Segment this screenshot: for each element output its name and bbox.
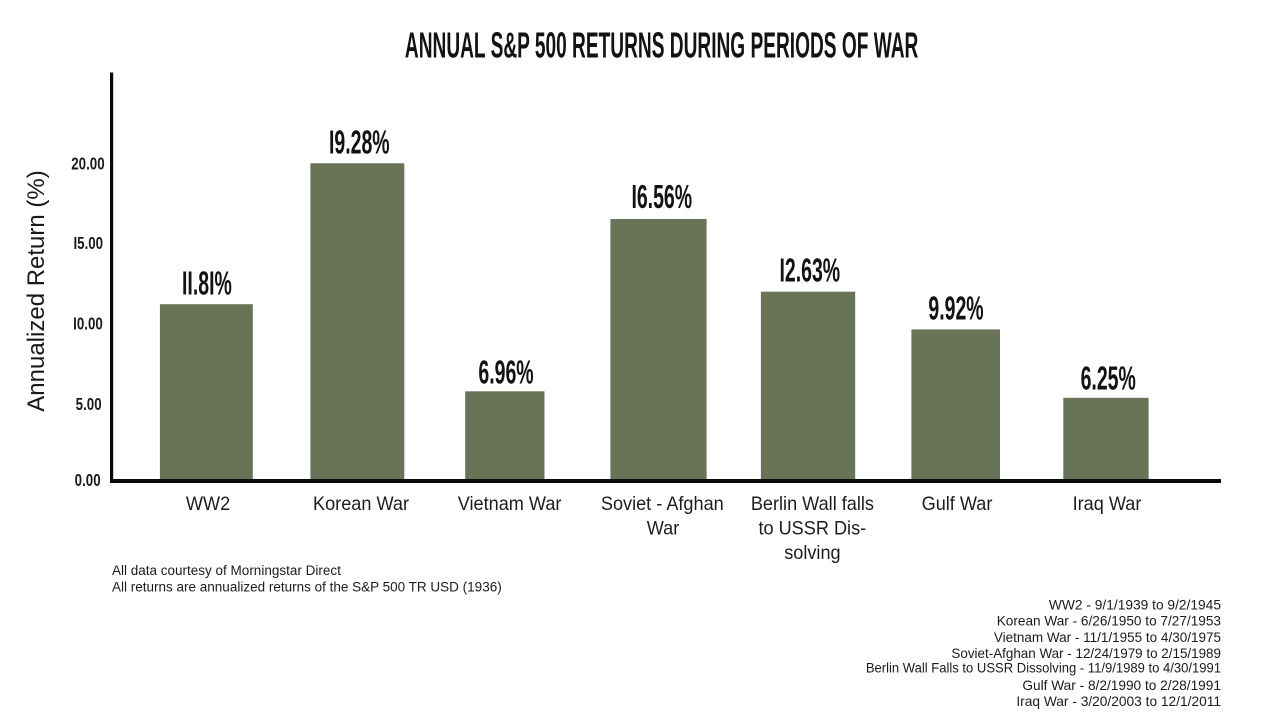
svg-text:War: War [647, 517, 680, 539]
svg-text:Soviet-Afghan War - 12/24/1979: Soviet-Afghan War - 12/24/1979 to 2/15/1… [951, 646, 1221, 661]
svg-text:Vietnam War - 11/1/1955 to 4/3: Vietnam War - 11/1/1955 to 4/30/1975 [994, 630, 1221, 645]
svg-text:I0.00: I0.00 [73, 315, 103, 334]
svg-text:9.92%: 9.92% [928, 289, 983, 327]
svg-text:0.00: 0.00 [75, 471, 101, 490]
svg-text:I6.56%: I6.56% [631, 177, 692, 215]
svg-text:Gulf War - 8/2/1990 to 2/28/19: Gulf War - 8/2/1990 to 2/28/1991 [1022, 678, 1221, 693]
svg-text:5.00: 5.00 [76, 395, 102, 414]
svg-text:Berlin Wall falls: Berlin Wall falls [751, 492, 874, 514]
svg-text:Soviet - Afghan: Soviet - Afghan [601, 492, 724, 514]
svg-text:ANNUAL S&P 500 RETURNS DURING: ANNUAL S&P 500 RETURNS DURING PERIODS OF… [405, 26, 918, 66]
svg-text:I9.28%: I9.28% [329, 123, 390, 161]
svg-text:6.25%: 6.25% [1081, 359, 1136, 397]
svg-text:I5.00: I5.00 [73, 234, 103, 253]
svg-text:Iraq War: Iraq War [1073, 492, 1142, 514]
svg-text:Vietnam War: Vietnam War [458, 492, 562, 514]
svg-text:20.00: 20.00 [71, 155, 104, 174]
svg-text:to USSR Dis-: to USSR Dis- [758, 517, 866, 539]
svg-text:WW2 - 9/1/1939 to 9/2/1945: WW2 - 9/1/1939 to 9/2/1945 [1049, 598, 1221, 613]
svg-text:Berlin Wall Falls to USSR Diss: Berlin Wall Falls to USSR Dissolving - 1… [866, 660, 1221, 675]
svg-text:6.96%: 6.96% [478, 353, 533, 391]
svg-text:Iraq War - 3/20/2003 to 12/1/2: Iraq War - 3/20/2003 to 12/1/2011 [1016, 694, 1221, 709]
svg-text:Gulf War: Gulf War [922, 492, 993, 514]
svg-text:Korean War: Korean War [313, 492, 409, 514]
svg-text:WW2: WW2 [186, 492, 230, 514]
svg-text:II.8I%: II.8I% [182, 264, 232, 302]
svg-text:Korean War - 6/26/1950 to 7/27: Korean War - 6/26/1950 to 7/27/1953 [997, 614, 1221, 629]
svg-text:All data courtesy of Morningst: All data courtesy of Morningstar Direct [112, 563, 341, 578]
svg-text:solving: solving [784, 542, 840, 564]
svg-text:All returns are annualized ret: All returns are annualized returns of th… [112, 580, 502, 595]
svg-text:Annualized Return (%): Annualized Return (%) [23, 170, 50, 411]
svg-text:I2.63%: I2.63% [780, 251, 841, 289]
